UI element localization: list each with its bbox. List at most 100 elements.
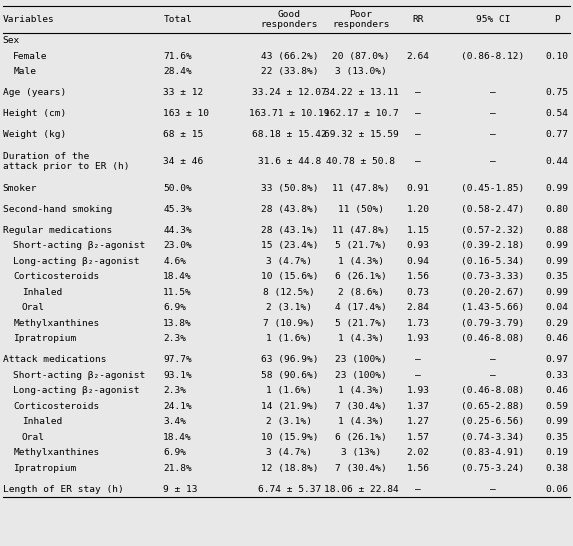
Text: 20 (87.0%): 20 (87.0%) bbox=[332, 52, 390, 61]
Text: 6 (26.1%): 6 (26.1%) bbox=[335, 272, 387, 281]
Text: 0.88: 0.88 bbox=[545, 225, 569, 235]
Text: Second-hand smoking: Second-hand smoking bbox=[3, 205, 112, 213]
Text: 50.0%: 50.0% bbox=[163, 184, 192, 193]
Text: 1.73: 1.73 bbox=[407, 319, 430, 328]
Text: Inhaled: Inhaled bbox=[22, 288, 62, 296]
Text: 40.78 ± 50.8: 40.78 ± 50.8 bbox=[327, 157, 395, 166]
Text: (0.46-8.08): (0.46-8.08) bbox=[461, 334, 524, 343]
Text: Oral: Oral bbox=[22, 303, 45, 312]
Text: 14 (21.9%): 14 (21.9%) bbox=[261, 402, 318, 411]
Text: 1.27: 1.27 bbox=[407, 417, 430, 426]
Text: 0.33: 0.33 bbox=[545, 371, 569, 380]
Text: 1 (4.3%): 1 (4.3%) bbox=[338, 386, 384, 395]
Text: Smoker: Smoker bbox=[3, 184, 37, 193]
Text: Oral: Oral bbox=[22, 433, 45, 442]
Text: (0.57-2.32): (0.57-2.32) bbox=[461, 225, 524, 235]
Text: (0.20-2.67): (0.20-2.67) bbox=[461, 288, 524, 296]
Text: Good
responders: Good responders bbox=[261, 10, 318, 29]
Text: Inhaled: Inhaled bbox=[22, 417, 62, 426]
Text: 1.20: 1.20 bbox=[407, 205, 430, 213]
Text: 0.38: 0.38 bbox=[545, 464, 569, 473]
Text: 4 (17.4%): 4 (17.4%) bbox=[335, 303, 387, 312]
Text: Methylxanthines: Methylxanthines bbox=[13, 319, 100, 328]
Text: 13.8%: 13.8% bbox=[163, 319, 192, 328]
Text: 0.35: 0.35 bbox=[545, 433, 569, 442]
Text: 34 ± 46: 34 ± 46 bbox=[163, 157, 203, 166]
Text: Short-acting β₂-agonist: Short-acting β₂-agonist bbox=[13, 241, 146, 250]
Text: 0.99: 0.99 bbox=[545, 257, 569, 266]
Text: 68 ± 15: 68 ± 15 bbox=[163, 130, 203, 139]
Text: 0.29: 0.29 bbox=[545, 319, 569, 328]
Text: 1 (4.3%): 1 (4.3%) bbox=[338, 334, 384, 343]
Text: 2.64: 2.64 bbox=[407, 52, 430, 61]
Text: 63 (96.9%): 63 (96.9%) bbox=[261, 355, 318, 364]
Text: 18.4%: 18.4% bbox=[163, 433, 192, 442]
Text: (0.46-8.08): (0.46-8.08) bbox=[461, 386, 524, 395]
Text: 10 (15.6%): 10 (15.6%) bbox=[261, 272, 318, 281]
Text: 2 (3.1%): 2 (3.1%) bbox=[266, 303, 312, 312]
Text: 0.94: 0.94 bbox=[407, 257, 430, 266]
Text: Corticosteroids: Corticosteroids bbox=[13, 402, 100, 411]
Text: 3 (13%): 3 (13%) bbox=[341, 448, 381, 457]
Text: 15 (23.4%): 15 (23.4%) bbox=[261, 241, 318, 250]
Text: 33 (50.8%): 33 (50.8%) bbox=[261, 184, 318, 193]
Text: Height (cm): Height (cm) bbox=[3, 109, 66, 118]
Text: 34.22 ± 13.11: 34.22 ± 13.11 bbox=[324, 88, 398, 97]
Text: 21.8%: 21.8% bbox=[163, 464, 192, 473]
Text: 71.6%: 71.6% bbox=[163, 52, 192, 61]
Text: Weight (kg): Weight (kg) bbox=[3, 130, 66, 139]
Text: 0.99: 0.99 bbox=[545, 288, 569, 296]
Text: 11 (47.8%): 11 (47.8%) bbox=[332, 184, 390, 193]
Text: (0.83-4.91): (0.83-4.91) bbox=[461, 448, 524, 457]
Text: 44.3%: 44.3% bbox=[163, 225, 192, 235]
Text: 0.19: 0.19 bbox=[545, 448, 569, 457]
Text: Age (years): Age (years) bbox=[3, 88, 66, 97]
Text: 2 (8.6%): 2 (8.6%) bbox=[338, 288, 384, 296]
Text: 3 (4.7%): 3 (4.7%) bbox=[266, 257, 312, 266]
Text: 162.17 ± 10.7: 162.17 ± 10.7 bbox=[324, 109, 398, 118]
Text: –: – bbox=[490, 109, 496, 118]
Text: 5 (21.7%): 5 (21.7%) bbox=[335, 319, 387, 328]
Text: (0.39-2.18): (0.39-2.18) bbox=[461, 241, 524, 250]
Text: 0.35: 0.35 bbox=[545, 272, 569, 281]
Text: 93.1%: 93.1% bbox=[163, 371, 192, 380]
Text: Corticosteroids: Corticosteroids bbox=[13, 272, 100, 281]
Text: 2.02: 2.02 bbox=[407, 448, 430, 457]
Text: –: – bbox=[490, 157, 496, 166]
Text: Ipratropium: Ipratropium bbox=[13, 464, 76, 473]
Text: 23 (100%): 23 (100%) bbox=[335, 371, 387, 380]
Text: P: P bbox=[554, 15, 560, 24]
Text: RR: RR bbox=[413, 15, 424, 24]
Text: (1.43-5.66): (1.43-5.66) bbox=[461, 303, 524, 312]
Text: 1.56: 1.56 bbox=[407, 464, 430, 473]
Text: –: – bbox=[490, 355, 496, 364]
Text: (0.65-2.88): (0.65-2.88) bbox=[461, 402, 524, 411]
Text: 0.10: 0.10 bbox=[545, 52, 569, 61]
Text: 9 ± 13: 9 ± 13 bbox=[163, 485, 198, 494]
Text: 0.91: 0.91 bbox=[407, 184, 430, 193]
Text: –: – bbox=[415, 88, 421, 97]
Text: –: – bbox=[415, 371, 421, 380]
Text: 0.99: 0.99 bbox=[545, 241, 569, 250]
Text: –: – bbox=[415, 109, 421, 118]
Text: 0.99: 0.99 bbox=[545, 184, 569, 193]
Text: 68.18 ± 15.42: 68.18 ± 15.42 bbox=[252, 130, 327, 139]
Text: 6.9%: 6.9% bbox=[163, 303, 186, 312]
Text: 0.93: 0.93 bbox=[407, 241, 430, 250]
Text: 33 ± 12: 33 ± 12 bbox=[163, 88, 203, 97]
Text: –: – bbox=[490, 371, 496, 380]
Text: 1 (1.6%): 1 (1.6%) bbox=[266, 386, 312, 395]
Text: 2 (3.1%): 2 (3.1%) bbox=[266, 417, 312, 426]
Text: 1 (4.3%): 1 (4.3%) bbox=[338, 417, 384, 426]
Text: 18.06 ± 22.84: 18.06 ± 22.84 bbox=[324, 485, 398, 494]
Text: 0.06: 0.06 bbox=[545, 485, 569, 494]
Text: 18.4%: 18.4% bbox=[163, 272, 192, 281]
Text: 45.3%: 45.3% bbox=[163, 205, 192, 213]
Text: 11.5%: 11.5% bbox=[163, 288, 192, 296]
Text: 22 (33.8%): 22 (33.8%) bbox=[261, 67, 318, 76]
Text: Short-acting β₂-agonist: Short-acting β₂-agonist bbox=[13, 371, 146, 380]
Text: 163 ± 10: 163 ± 10 bbox=[163, 109, 209, 118]
Text: Sex: Sex bbox=[3, 36, 20, 45]
Text: (0.58-2.47): (0.58-2.47) bbox=[461, 205, 524, 213]
Text: (0.74-3.34): (0.74-3.34) bbox=[461, 433, 524, 442]
